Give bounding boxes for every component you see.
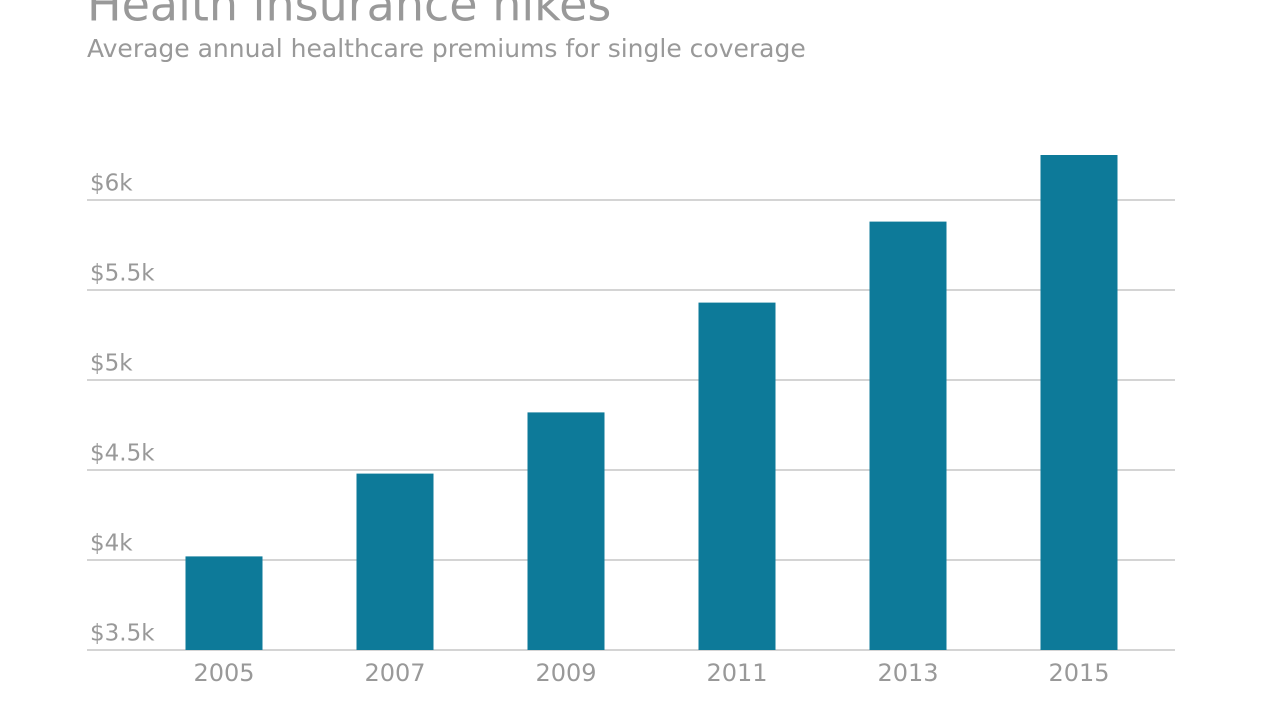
bar <box>869 221 947 650</box>
bar <box>698 302 776 650</box>
chart-title: Health insurance hikes <box>87 0 611 32</box>
x-tick-label: 2015 <box>1048 659 1109 687</box>
chart-subtitle: Average annual healthcare premiums for s… <box>87 34 806 63</box>
y-tick-label: $5.5k <box>90 261 155 287</box>
y-tick-label: $4.5k <box>90 441 155 467</box>
y-tick-label: $5k <box>90 351 133 377</box>
bar <box>185 556 263 650</box>
bar <box>1040 155 1118 650</box>
x-tick-label: 2013 <box>877 659 938 687</box>
bar <box>356 473 434 650</box>
y-tick-label: $4k <box>90 531 133 557</box>
y-tick-label: $6k <box>90 171 133 197</box>
x-tick-label: 2009 <box>535 659 596 687</box>
x-tick-label: 2005 <box>193 659 254 687</box>
y-tick-label: $3.5k <box>90 621 155 647</box>
x-tick-label: 2011 <box>706 659 767 687</box>
bar <box>527 412 605 650</box>
x-tick-label: 2007 <box>364 659 425 687</box>
